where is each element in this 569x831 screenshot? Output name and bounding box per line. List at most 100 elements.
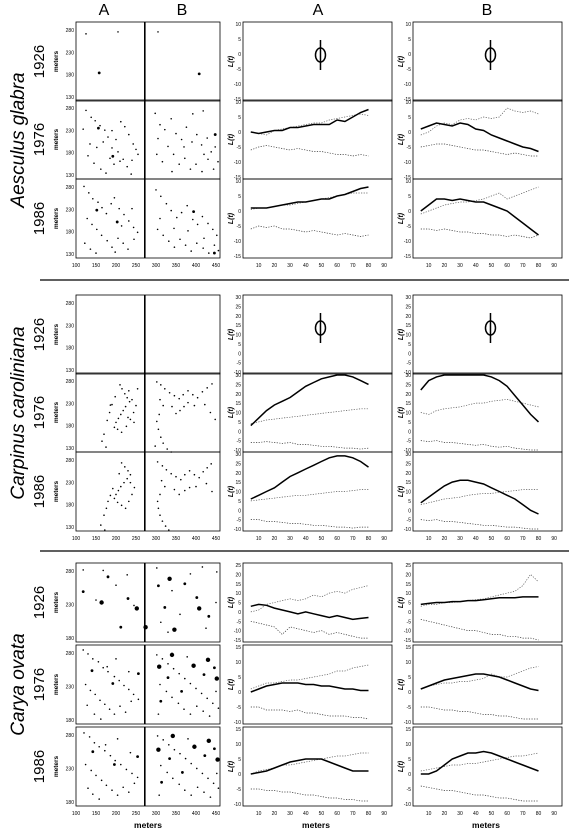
lt-axis-label: L(t): [228, 485, 235, 497]
tree-point: [100, 524, 102, 526]
lt-y-tick: 30: [405, 452, 411, 458]
tree-point: [175, 475, 177, 478]
tree-point: [206, 387, 208, 389]
lt-y-tick: -15: [234, 175, 241, 181]
tree-point: [184, 757, 187, 760]
tree-point: [217, 249, 220, 252]
tree-point: [187, 230, 189, 232]
lt-y-tick: -10: [404, 527, 411, 533]
lt-y-tick: 0: [408, 772, 411, 778]
lt-y-tick: -10: [404, 448, 411, 454]
tree-point: [113, 675, 116, 678]
tree-point: [81, 590, 85, 594]
tree-point: [129, 473, 132, 476]
lt-x-tick: 30: [287, 263, 293, 269]
lt-y-tick: -10: [234, 629, 241, 635]
lt-y-tick: 0: [408, 690, 411, 696]
lt-y-tick: 10: [235, 100, 241, 106]
map-y-tick: 130: [66, 252, 75, 258]
lt-y-tick: 5: [408, 342, 411, 348]
lt-x-tick: 60: [504, 263, 510, 269]
lt-y-tick: -10: [234, 160, 241, 166]
tree-point: [98, 798, 100, 800]
map-x-tick: 350: [172, 263, 181, 269]
tree-point: [158, 413, 160, 416]
tree-point: [117, 151, 119, 153]
observed-lt-line: [420, 122, 539, 153]
map-y-tick: 230: [66, 603, 75, 609]
tree-point: [116, 428, 119, 431]
lt-y-tick: -10: [404, 629, 411, 635]
map-y-tick: 180: [66, 636, 75, 642]
lt-frame: [412, 294, 563, 375]
tree-point: [171, 696, 173, 699]
lt-y-tick: 5: [408, 601, 411, 607]
lt-y-tick: -5: [407, 67, 412, 73]
lt-y-tick: 25: [405, 461, 411, 467]
lt-x-tick: 90: [551, 811, 557, 817]
tree-point: [128, 133, 130, 136]
tree-point: [207, 158, 209, 161]
tree-point: [205, 482, 208, 485]
lower-envelope-line: [420, 519, 539, 530]
tree-point: [203, 791, 205, 793]
plot-b-x-axis-label: meters: [472, 820, 500, 830]
tree-point: [96, 228, 98, 231]
tree-point: [159, 217, 161, 220]
observed-lt-line: [420, 198, 539, 236]
lt-y-tick: 10: [235, 22, 241, 28]
tree-point: [189, 713, 192, 715]
tree-point: [190, 794, 192, 796]
lt-y-tick: 20: [235, 471, 241, 477]
lt-y-tick: 15: [405, 401, 411, 407]
lt-x-tick: 60: [334, 811, 340, 817]
lower-envelope-line: [250, 620, 369, 639]
observed-lt-line: [420, 479, 539, 515]
empty-symbol-phi: [314, 47, 327, 63]
tree-point: [119, 705, 121, 708]
lt-y-tick: 0: [408, 130, 411, 136]
lt-y-tick: 5: [238, 115, 241, 121]
tree-point: [173, 488, 176, 491]
map-frame: [75, 726, 221, 807]
map-y-axis-label: meters: [53, 50, 60, 72]
lt-y-tick: 15: [405, 727, 411, 733]
tree-point: [128, 389, 130, 392]
lt-frame: [242, 562, 393, 643]
tree-point: [91, 750, 95, 754]
tree-point: [127, 248, 129, 250]
tree-point: [104, 529, 106, 531]
tree-point: [87, 154, 89, 157]
tree-point: [157, 713, 160, 715]
map-y-tick: 180: [66, 718, 75, 724]
tree-point: [201, 390, 204, 393]
tree-point: [212, 228, 214, 231]
tree-point: [113, 763, 116, 766]
tree-point: [183, 708, 185, 710]
map-y-tick: 280: [66, 185, 75, 191]
tree-point: [159, 123, 161, 126]
lt-y-tick: 5: [408, 115, 411, 121]
year-label: 1976: [31, 396, 48, 429]
upper-envelope-line: [420, 186, 539, 215]
map-x-tick: 350: [172, 811, 181, 817]
lower-envelope-line: [250, 145, 369, 157]
tree-point: [170, 209, 172, 212]
lt-y-tick: 25: [405, 304, 411, 310]
lt-y-tick: 10: [405, 660, 411, 666]
tree-point: [179, 238, 181, 241]
tree-point: [211, 490, 213, 493]
lt-axis-label: L(t): [398, 596, 405, 608]
tree-point: [97, 660, 100, 663]
tree-point: [209, 411, 212, 414]
lt-x-tick: 50: [319, 263, 325, 269]
tree-point: [187, 738, 189, 740]
tree-point: [172, 777, 174, 780]
tree-point: [129, 751, 132, 754]
lower-envelope-line: [420, 143, 539, 157]
tree-point: [177, 702, 180, 705]
tree-point: [184, 677, 186, 680]
lt-y-tick: 5: [408, 37, 411, 43]
tree-point: [203, 237, 205, 240]
